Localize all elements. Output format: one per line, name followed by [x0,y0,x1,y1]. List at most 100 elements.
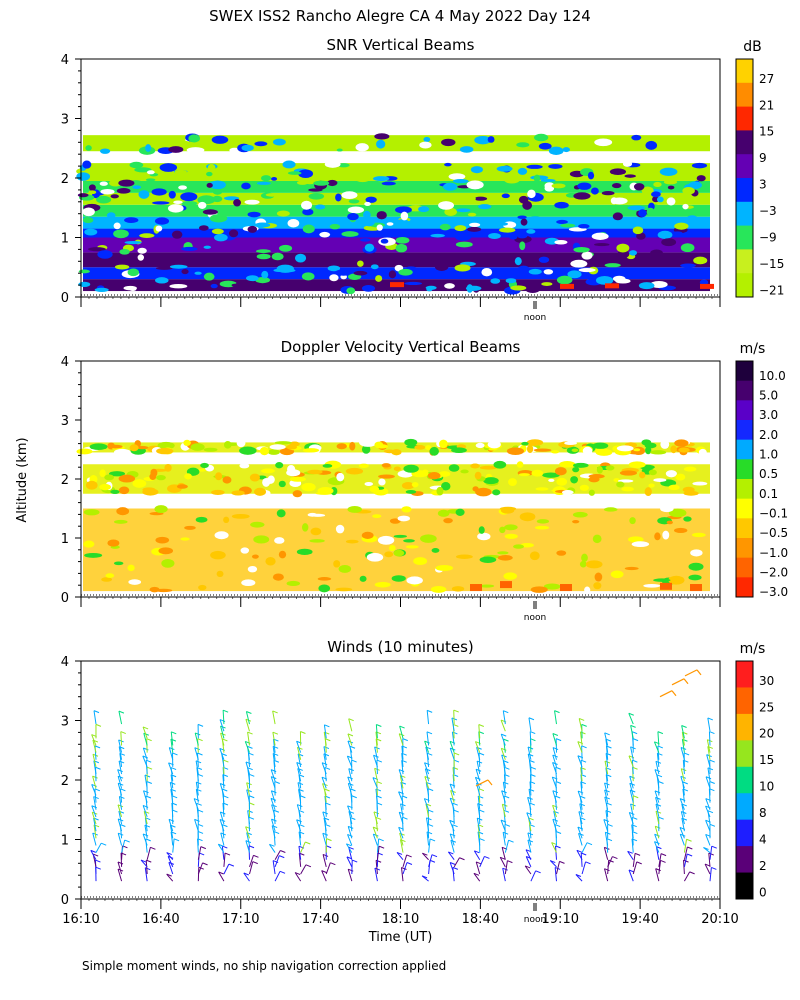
wind-barb-flag [630,789,636,793]
heatmap-speckle [675,473,686,481]
wind-barb [631,760,634,775]
heatmap-speckle [210,283,218,289]
wind-barb-flag [325,823,331,827]
heatmap-speckle [253,487,267,496]
heatmap-speckle [118,486,130,495]
colorbar-label: 0 [759,885,767,899]
wind-barb-flag [271,825,278,829]
wind-barb [607,856,613,868]
heatmap-speckle [302,448,320,453]
heatmap-speckle [426,287,433,292]
wind-barb [399,775,404,789]
heatmap-speckle [333,560,341,568]
heatmap-speckle [621,486,634,492]
wind-barb-flag [671,690,677,697]
wind-barb-flag [709,823,716,827]
heatmap-speckle [254,141,268,147]
wind-barb [223,863,230,875]
colorbar-swatch [736,518,753,539]
wind-barb [92,754,97,768]
heatmap-speckle [427,472,441,480]
wind-barb [527,839,532,853]
wind-barb-flag [632,738,639,742]
wind-barb-flag [452,731,458,735]
heatmap-speckle [78,281,91,288]
heatmap-speckle [648,469,657,476]
wind-barb [654,826,660,839]
heatmap-speckle [240,547,250,554]
wind-barb-flag [559,860,565,864]
heatmap-speckle [582,446,593,456]
heatmap-speckle [597,205,604,212]
wind-barb [452,767,455,782]
wind-barb-flag [351,759,357,763]
heatmap-speckle [169,284,188,289]
wind-barb-flag [425,768,431,772]
heatmap-speckle [124,240,142,245]
heatmap-speckle [451,447,467,454]
wind-barb [529,781,532,796]
heatmap-speckle [395,236,410,244]
wind-barb [195,789,199,803]
wind-barb-flag [173,838,180,842]
heatmap-speckle [124,217,139,224]
heatmap-speckle [203,245,212,249]
wind-barb-flag [581,723,587,727]
heatmap-speckle [688,574,702,581]
wind-barb-flag [373,811,380,815]
wind-barb [400,867,404,882]
heatmap-speckle [155,536,170,544]
wind-barb [245,719,250,732]
heatmap-speckle [587,171,595,180]
heatmap-speckle [132,185,142,190]
wind-barb-flag [632,766,638,770]
wind-barb [246,782,250,796]
heatmap-speckle [517,215,527,220]
wind-barb-flag [378,845,385,849]
wind-barb [197,862,204,875]
wind-barb [171,802,174,817]
y-tick-label: 1 [61,232,69,247]
wind-barb [605,767,609,782]
heatmap-speckle [404,438,418,447]
heatmap-speckle [526,164,543,169]
heatmap-speckle [506,447,525,456]
heatmap-speckle [509,235,518,240]
wind-barb [402,862,408,875]
wind-barb [706,754,711,768]
heatmap-speckle [682,187,695,195]
wind-barb-flag [170,781,176,785]
wind-barb-flag [202,862,208,866]
heatmap-speckle [276,210,290,217]
heatmap-speckle [206,171,213,177]
heatmap-speckle [155,588,173,593]
wind-barb [658,860,662,875]
heatmap-speckle [610,197,618,205]
heatmap-speckle [560,283,574,289]
heatmap-speckle [638,209,647,218]
wind-barb [527,746,532,760]
heatmap-speckle [289,476,306,482]
wind-barb [630,746,634,760]
heatmap-speckle [183,439,191,447]
wind-barb [476,818,481,832]
wind-barb-flag [448,851,454,855]
wind-barb-flag [249,802,255,806]
colorbar-swatch [736,439,753,460]
heatmap-speckle [200,462,209,468]
heatmap-speckle [349,441,356,451]
wind-barb [551,776,557,789]
wind-barb [653,741,660,753]
wind-barb-flag [145,759,152,763]
wind-barb [93,817,97,832]
heatmap-speckle [660,440,670,449]
wind-barb-flag [253,854,259,858]
wind-barb-flag [124,839,130,843]
heatmap-speckle [560,223,576,228]
wind-barb [297,768,302,782]
wind-barb [270,798,276,810]
heatmap-speckle [487,440,501,449]
heatmap-speckle [592,534,602,544]
heatmap-speckle [274,441,292,445]
wind-barb-flag [535,870,541,874]
